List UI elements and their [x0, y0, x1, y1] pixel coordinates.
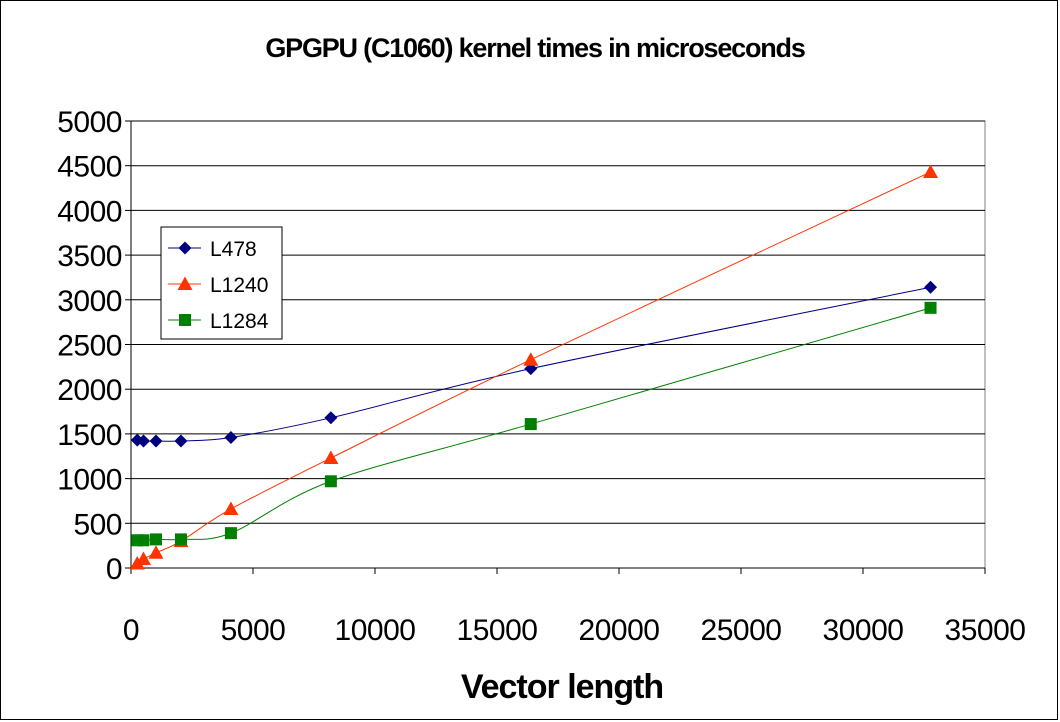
point-L1240-1 — [135, 551, 151, 566]
point-L1284-7 — [924, 301, 937, 314]
point-L478-2 — [149, 434, 163, 448]
x-tick-label-7: 35000 — [945, 614, 1026, 647]
x-tick-label-6: 30000 — [823, 614, 904, 647]
legend: L478 L1240 L1284 — [160, 226, 283, 340]
legend-marker-L478 — [178, 241, 192, 255]
chart-title: GPGPU (C1060) kernel times in microsecon… — [265, 33, 804, 63]
y-tick-label-4: 2000 — [57, 374, 122, 407]
point-L1240-2 — [148, 545, 164, 559]
point-L478-5 — [324, 411, 338, 425]
grid-lines — [131, 120, 985, 524]
point-L478-7 — [924, 280, 938, 294]
y-tick-label-0: 0 — [106, 553, 122, 586]
point-L1240-5 — [323, 450, 339, 465]
point-L1284-6 — [524, 418, 537, 431]
y-tick-label-1: 500 — [73, 508, 122, 541]
legend-label-L478: L478 — [210, 238, 257, 261]
point-L1284-3 — [174, 533, 187, 546]
y-tick-label-2: 1000 — [57, 464, 122, 497]
y-tick-label-8: 4000 — [57, 195, 122, 228]
axes: 0 500 1000 1500 2000 2500 3000 3500 4000 4500 5000… — [57, 106, 1026, 647]
point-L478-4 — [224, 430, 238, 444]
point-L478-1 — [136, 434, 150, 448]
legend-marker-L1240 — [177, 276, 193, 290]
point-L1240-4 — [223, 501, 239, 515]
point-L478-3 — [174, 434, 188, 448]
point-L1240-6 — [523, 352, 539, 366]
legend-marker-L1284 — [179, 314, 191, 326]
x-tick-label-1: 5000 — [221, 614, 286, 647]
legend-label-L1240: L1240 — [210, 274, 268, 297]
series-layer — [129, 164, 939, 570]
y-tick-label-6: 3000 — [57, 285, 122, 318]
point-L1284-5 — [324, 475, 337, 488]
y-tick-label-10: 5000 — [57, 106, 122, 139]
x-tick-label-4: 20000 — [579, 614, 660, 647]
y-tick-label-7: 3500 — [57, 240, 122, 273]
y-tick-label-5: 2500 — [57, 330, 122, 363]
y-tick-label-9: 4500 — [57, 151, 122, 184]
x-tick-label-5: 25000 — [701, 614, 782, 647]
x-axis-title: Vector length — [461, 668, 663, 706]
y-tick-label-3: 1500 — [57, 419, 122, 452]
point-L1240-7 — [923, 164, 939, 178]
point-L1284-4 — [224, 527, 237, 540]
point-L1240-0 — [129, 556, 145, 570]
x-tick-label-2: 10000 — [335, 614, 416, 647]
x-tick-label-3: 15000 — [457, 614, 538, 647]
legend-label-L1284: L1284 — [210, 310, 269, 333]
series-line-L1240 — [136, 171, 931, 564]
point-L1284-2 — [149, 533, 162, 546]
x-tick-label-0: 0 — [123, 614, 139, 647]
point-L1284-1 — [137, 534, 150, 547]
